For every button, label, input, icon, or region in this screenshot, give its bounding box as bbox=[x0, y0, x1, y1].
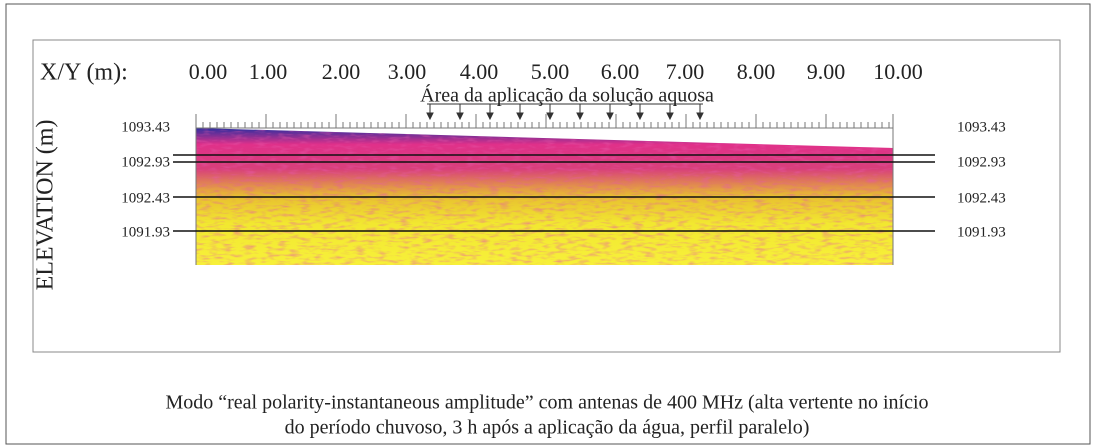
x-tick-label: 2.00 bbox=[322, 59, 361, 84]
arrow-head bbox=[696, 112, 704, 121]
arrow-head bbox=[546, 112, 554, 121]
elevation-label-right: 1092.93 bbox=[957, 154, 1006, 170]
x-tick-label: 7.00 bbox=[666, 59, 705, 84]
arrow-head bbox=[666, 112, 674, 121]
outer-border bbox=[5, 3, 1091, 445]
elevation-label-right: 1091.93 bbox=[957, 224, 1006, 240]
x-tick-label: 4.00 bbox=[460, 59, 499, 84]
x-axis-label: X/Y (m): bbox=[40, 60, 128, 86]
distance-ruler bbox=[195, 114, 894, 265]
y-axis-label: ELEVATION (m) bbox=[33, 120, 59, 291]
arrow-head bbox=[576, 112, 584, 121]
application-arrows bbox=[426, 103, 704, 121]
x-tick-label: 10.00 bbox=[873, 59, 923, 84]
x-tick-label: 9.00 bbox=[807, 59, 846, 84]
arrow-head bbox=[456, 112, 464, 121]
elevation-label-left: 1093.43 bbox=[121, 119, 170, 135]
x-tick-label: 3.00 bbox=[388, 59, 427, 84]
x-tick-label: 8.00 bbox=[737, 59, 776, 84]
arrow-head bbox=[486, 112, 494, 121]
arrow-head bbox=[606, 112, 614, 121]
figure-border bbox=[32, 39, 1061, 353]
x-tick-label: 5.00 bbox=[531, 59, 570, 84]
elevation-label-right: 1093.43 bbox=[957, 119, 1006, 135]
caption-line: do período chuvoso, 3 h após a aplicação… bbox=[285, 417, 810, 439]
caption-line: Modo “real polarity-instantaneous amplit… bbox=[165, 392, 928, 414]
arrow-head bbox=[636, 112, 644, 121]
x-tick-label: 6.00 bbox=[601, 59, 640, 84]
elevation-label-right: 1092.43 bbox=[957, 190, 1006, 206]
elevation-label-left: 1092.43 bbox=[121, 190, 170, 206]
x-tick-label: 1.00 bbox=[249, 59, 288, 84]
arrow-head bbox=[516, 112, 524, 121]
arrow-head bbox=[426, 112, 434, 121]
elevation-label-left: 1092.93 bbox=[121, 154, 170, 170]
x-tick-label: 0.00 bbox=[189, 59, 228, 84]
elevation-label-left: 1091.93 bbox=[121, 224, 170, 240]
annotation: Área da aplicação da solução aquosa bbox=[420, 84, 714, 107]
